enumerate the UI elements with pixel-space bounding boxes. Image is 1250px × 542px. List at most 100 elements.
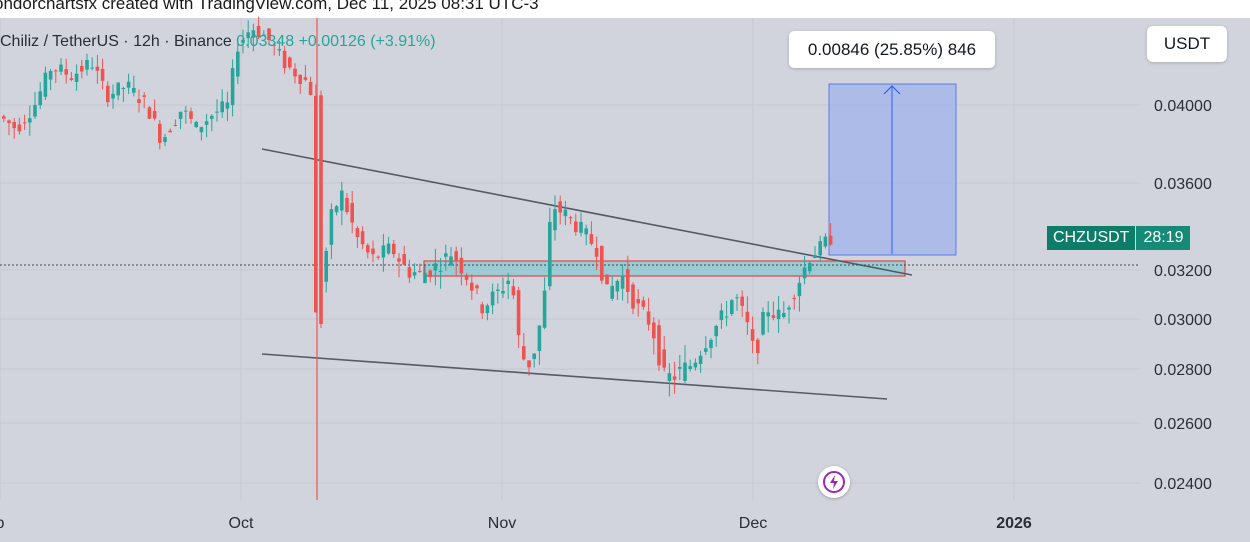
candle-body — [111, 93, 115, 99]
candle-body — [230, 68, 235, 106]
candle-body — [516, 290, 521, 336]
upper-trendline — [261, 148, 913, 276]
candle-body — [132, 87, 136, 93]
candle-body — [397, 258, 401, 262]
time-axis[interactable] — [0, 500, 1140, 542]
candle-body — [626, 269, 630, 292]
candle-body — [688, 366, 692, 369]
candle-body — [704, 348, 708, 352]
candle-body — [532, 353, 536, 359]
legend-price: 0.03348 — [236, 33, 295, 50]
measure-readout-label: 0.00846 (25.85%) 846 — [789, 31, 995, 68]
candle-body — [808, 263, 812, 272]
candle-body — [620, 275, 625, 289]
candle-body — [256, 25, 261, 37]
candle-body — [418, 271, 422, 273]
lightning-bolt-icon[interactable] — [818, 466, 850, 498]
candle-body — [293, 68, 297, 77]
candle-body — [813, 255, 817, 259]
candle-body — [636, 299, 640, 304]
candle-body — [615, 280, 620, 292]
candle-body — [730, 300, 734, 315]
grid-lines — [0, 18, 1140, 500]
candle-body — [168, 130, 172, 133]
y-tick-label: 0.02800 — [1154, 362, 1212, 379]
candle-body — [678, 366, 682, 369]
candle-body — [553, 209, 557, 231]
candle-body — [631, 284, 635, 309]
candle-body — [683, 362, 687, 381]
candle-body — [709, 339, 713, 349]
candle-body — [360, 231, 365, 245]
candle-body — [693, 362, 698, 368]
candle-body — [652, 322, 656, 339]
symbol-legend[interactable]: Chiliz / TetherUS · 12h · Binance 0.0334… — [0, 33, 436, 51]
candle-body — [662, 349, 666, 368]
candle-body — [204, 121, 209, 125]
candle-body — [74, 73, 79, 83]
currency-unit-button[interactable]: USDT — [1147, 26, 1227, 62]
candle-body — [610, 285, 614, 299]
candle-body — [314, 95, 318, 313]
candle-body — [433, 263, 438, 271]
candle-body — [319, 95, 323, 324]
candle-body — [558, 201, 562, 213]
candle-body — [236, 51, 240, 77]
candle-body — [574, 221, 578, 233]
candle-body — [303, 77, 308, 80]
x-tick-label: 2026 — [996, 515, 1032, 532]
candle-body — [277, 49, 282, 51]
candle-body — [480, 304, 484, 314]
candle-body — [672, 376, 677, 380]
candle-body — [584, 228, 588, 235]
candle-body — [750, 329, 755, 341]
lower-trendline — [261, 353, 888, 400]
candle-body — [64, 69, 68, 75]
candle-body — [7, 120, 11, 124]
candle-body — [511, 286, 516, 296]
candle-body — [90, 67, 94, 69]
candle-body — [189, 111, 193, 119]
candle-body — [371, 248, 375, 255]
candle-body — [776, 309, 781, 320]
candle-body — [345, 197, 349, 213]
y-tick-label: 0.02400 — [1154, 476, 1212, 493]
candle-body — [766, 312, 770, 317]
candle-body — [225, 102, 230, 109]
y-tick-label: 0.03000 — [1154, 312, 1212, 329]
candle-body — [142, 95, 146, 97]
candle-body — [475, 285, 479, 289]
candle-body — [282, 50, 287, 69]
candle-body — [506, 280, 510, 285]
candle-body — [329, 209, 334, 245]
x-axis-labels: p Oct Nov Dec 2026 — [0, 515, 1032, 532]
last-price-tag: CHZUSDT 28:19 — [1047, 226, 1191, 250]
candle-body — [797, 282, 802, 297]
candle-body — [210, 115, 214, 119]
price-tag-countdown: 28:19 — [1136, 226, 1191, 250]
candle-body — [334, 206, 339, 213]
candle-body — [657, 325, 661, 366]
candle-body — [241, 39, 245, 43]
candle-body — [828, 235, 833, 245]
legend-symbol: Chiliz / TetherUS · 12h · Binance — [0, 33, 232, 50]
measure-arrow-head — [883, 85, 901, 95]
candle-body — [251, 30, 256, 38]
candle-body — [646, 311, 651, 325]
candle-body — [537, 325, 542, 352]
candle-body — [2, 116, 6, 119]
candle-body — [667, 373, 672, 381]
candle-body — [376, 256, 380, 258]
candle-body — [522, 346, 526, 360]
candle-body — [366, 245, 370, 253]
candle-body — [501, 291, 505, 294]
candle-body — [272, 44, 276, 46]
candle-body — [33, 104, 37, 117]
candle-body — [246, 32, 250, 39]
candle-body — [802, 267, 807, 279]
x-tick-label: Oct — [229, 515, 254, 532]
candle-body — [178, 111, 183, 119]
candle-body — [459, 257, 464, 274]
price-axis[interactable] — [1140, 18, 1250, 542]
